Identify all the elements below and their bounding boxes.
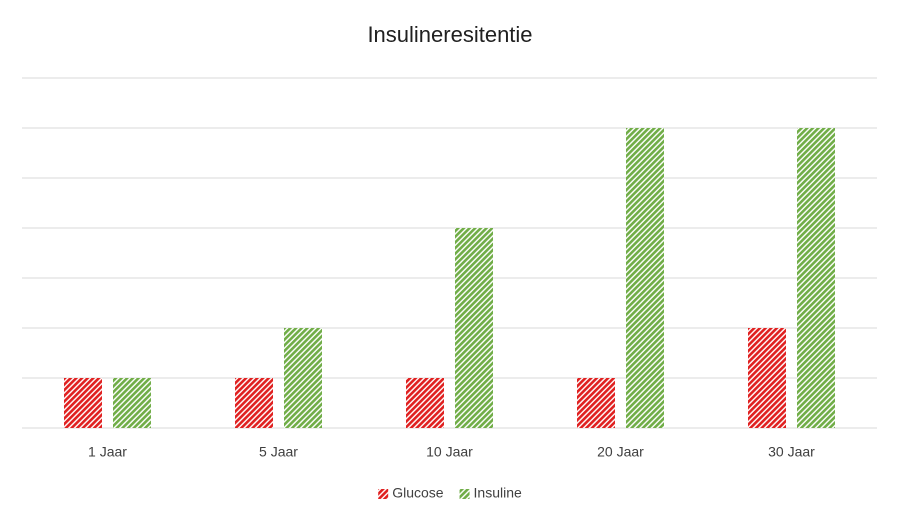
legend-swatch [378, 489, 389, 499]
x-tick-label: 5 Jaar [259, 444, 298, 460]
bar [577, 378, 615, 428]
bar [113, 378, 151, 428]
legend: Glucose Insuline [378, 485, 522, 501]
bar [406, 378, 444, 428]
legend-label: Glucose [392, 485, 444, 501]
bar [797, 128, 835, 428]
legend-swatch [459, 489, 470, 499]
bar [284, 328, 322, 428]
x-tick-label: 20 Jaar [597, 444, 644, 460]
bar [64, 378, 102, 428]
bar [748, 328, 786, 428]
chart-title: Insulineresitentie [367, 22, 532, 47]
x-tick-label: 10 Jaar [426, 444, 473, 460]
legend-label: Insuline [474, 485, 522, 501]
bar [235, 378, 273, 428]
bar [455, 228, 493, 428]
x-tick-label: 1 Jaar [88, 444, 127, 460]
bar [626, 128, 664, 428]
x-tick-label: 30 Jaar [768, 444, 815, 460]
